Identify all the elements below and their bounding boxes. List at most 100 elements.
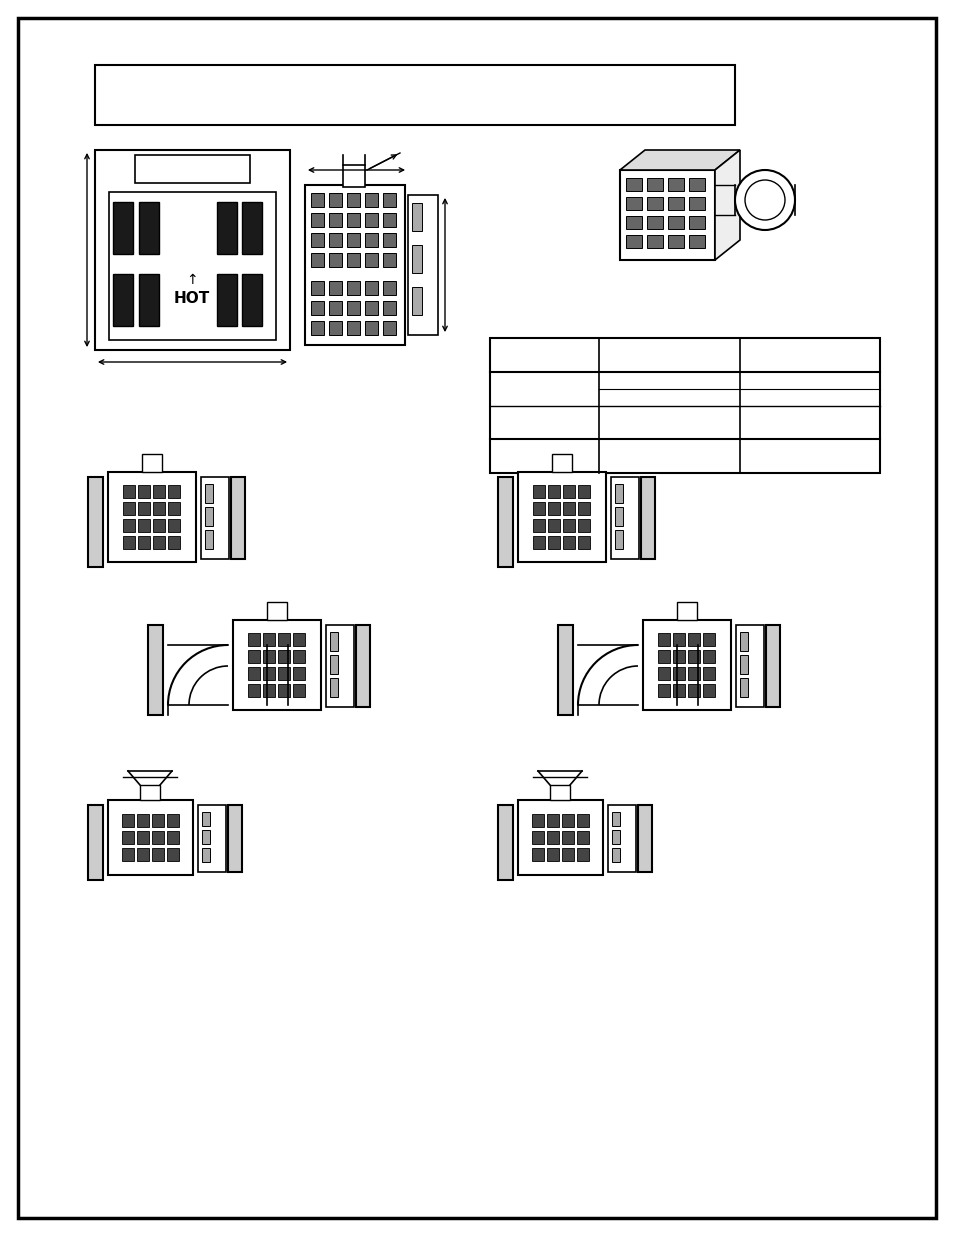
Bar	[532, 848, 543, 861]
Bar	[615, 484, 622, 503]
Bar	[687, 650, 700, 663]
Bar	[532, 831, 543, 844]
Bar	[138, 536, 150, 550]
Bar	[672, 684, 684, 697]
Bar	[646, 235, 662, 248]
Bar	[293, 634, 305, 646]
Bar	[365, 321, 377, 335]
Bar	[112, 274, 132, 326]
Bar	[108, 472, 195, 562]
Bar	[562, 519, 575, 532]
Bar	[740, 632, 747, 651]
Bar	[263, 684, 274, 697]
Bar	[108, 800, 193, 876]
Bar	[615, 508, 622, 526]
Bar	[610, 477, 639, 559]
Bar	[547, 536, 559, 550]
Bar	[311, 321, 324, 335]
Bar	[562, 485, 575, 498]
Bar	[122, 831, 133, 844]
Bar	[638, 805, 651, 872]
Bar	[95, 149, 290, 350]
Bar	[562, 536, 575, 550]
Bar	[228, 805, 242, 872]
Bar	[248, 650, 260, 663]
Bar	[329, 233, 341, 247]
Bar	[687, 684, 700, 697]
Bar	[672, 634, 684, 646]
Bar	[735, 625, 763, 706]
Bar	[140, 785, 160, 800]
Bar	[550, 785, 569, 800]
Bar	[330, 632, 337, 651]
Bar	[329, 301, 341, 315]
Bar	[765, 625, 780, 706]
Bar	[658, 684, 669, 697]
Bar	[329, 282, 341, 295]
Bar	[112, 203, 132, 254]
Bar	[533, 501, 544, 515]
Bar	[347, 253, 359, 267]
Bar	[168, 536, 180, 550]
Bar	[142, 454, 162, 472]
Bar	[667, 178, 683, 191]
Bar	[490, 338, 879, 473]
Bar	[546, 814, 558, 827]
Bar	[702, 634, 714, 646]
Bar	[330, 678, 337, 697]
Bar	[667, 235, 683, 248]
Bar	[607, 805, 636, 872]
Bar	[311, 233, 324, 247]
Bar	[123, 519, 135, 532]
Bar	[355, 625, 370, 706]
Bar	[547, 519, 559, 532]
Bar	[138, 501, 150, 515]
Bar	[122, 848, 133, 861]
Bar	[248, 634, 260, 646]
Bar	[533, 536, 544, 550]
Bar	[311, 301, 324, 315]
Bar	[558, 625, 573, 715]
Bar	[382, 282, 395, 295]
Bar	[365, 253, 377, 267]
Bar	[577, 848, 588, 861]
Bar	[412, 245, 421, 273]
Bar	[658, 650, 669, 663]
Bar	[667, 216, 683, 228]
Bar	[233, 620, 320, 710]
Bar	[123, 501, 135, 515]
Bar	[740, 678, 747, 697]
Bar	[311, 253, 324, 267]
Bar	[561, 848, 574, 861]
Bar	[329, 321, 341, 335]
Bar	[642, 620, 730, 710]
Bar	[305, 185, 405, 345]
Bar	[688, 216, 704, 228]
Bar	[168, 485, 180, 498]
Bar	[546, 831, 558, 844]
Bar	[497, 805, 513, 881]
Bar	[277, 667, 290, 680]
Bar	[277, 650, 290, 663]
Bar	[533, 519, 544, 532]
Bar	[382, 233, 395, 247]
Bar	[612, 830, 619, 844]
Bar	[311, 282, 324, 295]
Bar	[532, 814, 543, 827]
Bar	[148, 625, 163, 715]
Bar	[152, 519, 165, 532]
Bar	[612, 811, 619, 826]
Bar	[667, 198, 683, 210]
Bar	[167, 814, 179, 827]
Bar	[625, 216, 641, 228]
Bar	[640, 477, 655, 559]
Bar	[578, 519, 589, 532]
Bar	[672, 650, 684, 663]
Bar	[619, 170, 714, 261]
Bar	[109, 191, 275, 340]
Bar	[205, 530, 213, 550]
Bar	[646, 216, 662, 228]
Bar	[167, 831, 179, 844]
Bar	[547, 485, 559, 498]
Bar	[382, 301, 395, 315]
